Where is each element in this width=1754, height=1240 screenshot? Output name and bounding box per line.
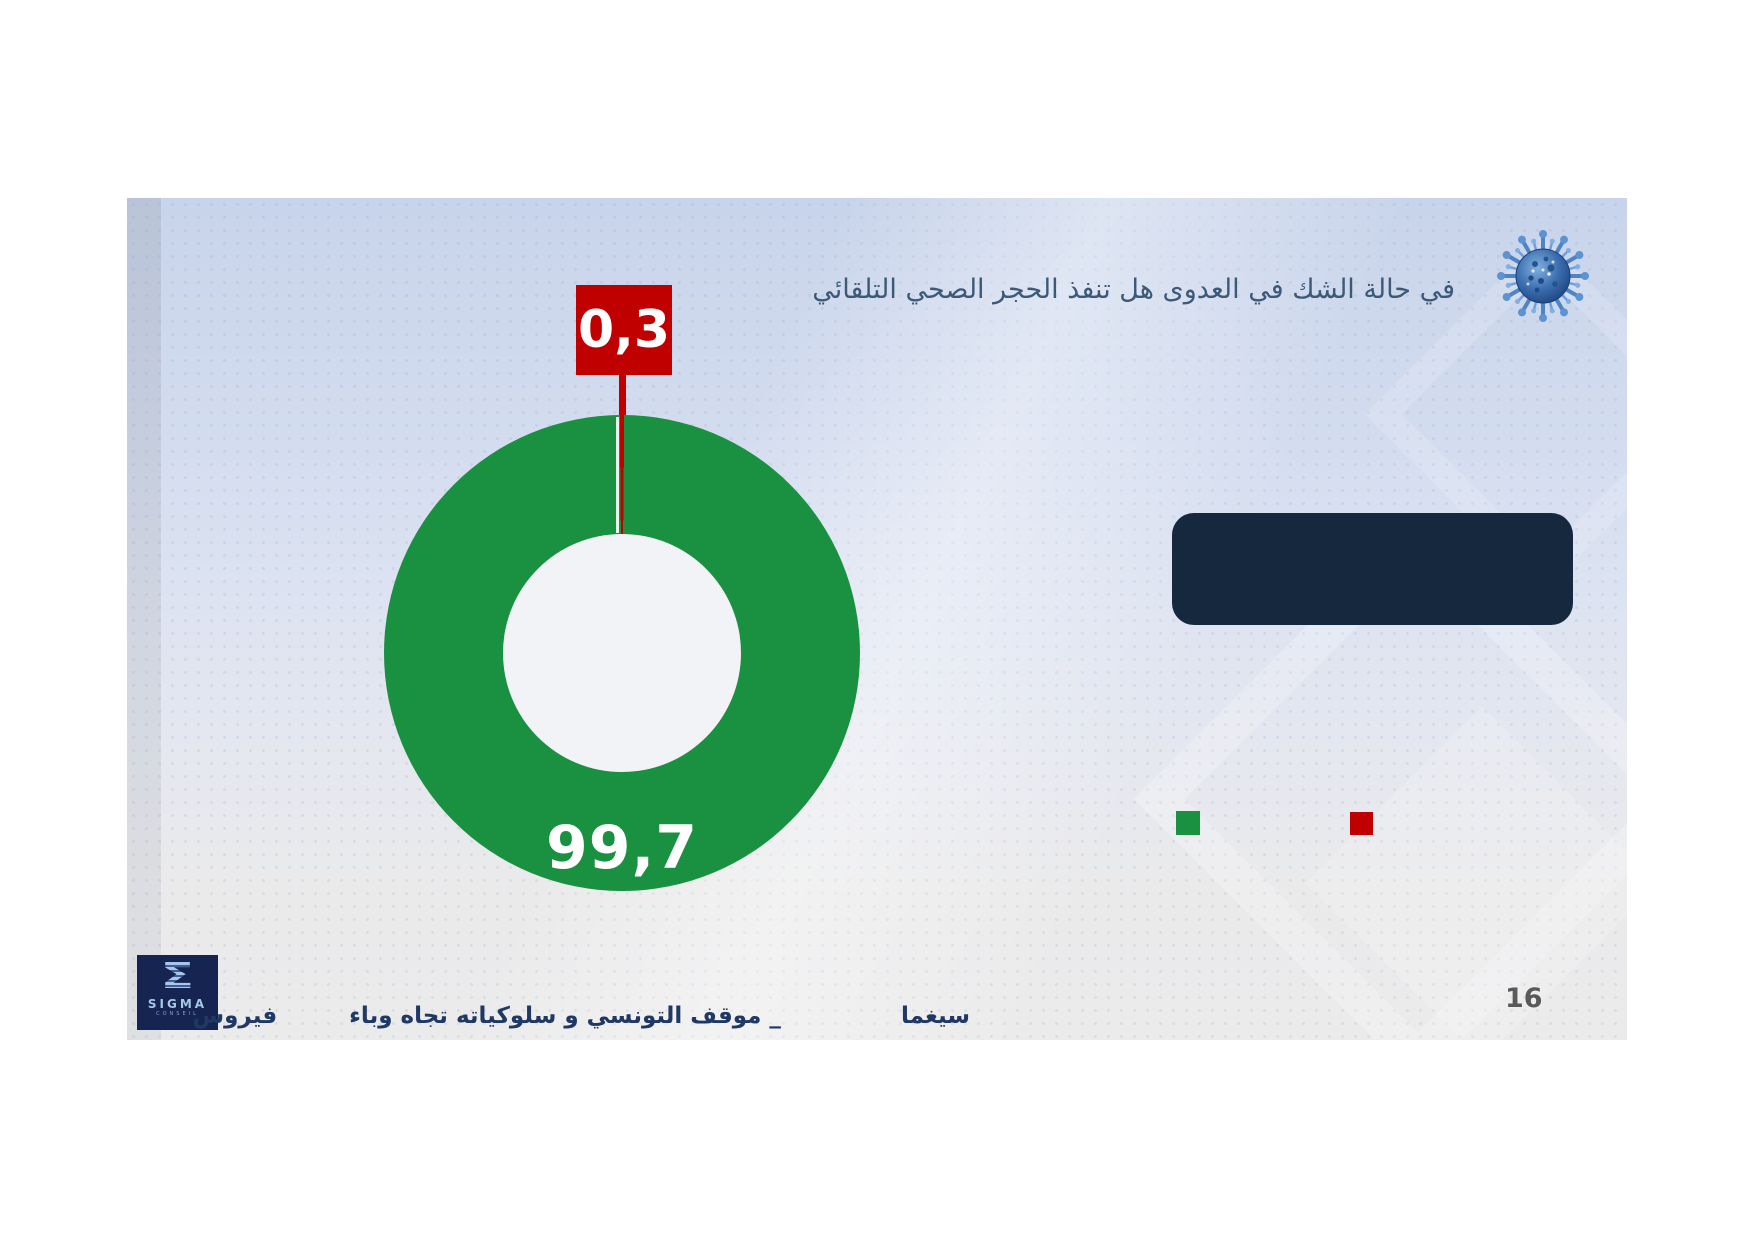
footer-sigma: سيغما [900,1003,970,1029]
footer-main-text: _ موقف التونسي و سلوكياته تجاه وباء [349,1003,781,1029]
coronavirus-icon [1497,230,1589,322]
sigma-logo: Σ SIGMA CONSEIL [137,955,218,1030]
sigma-logo-name: SIGMA [147,997,208,1011]
red-slice-callout-label: 0,3 [576,285,672,375]
legend-swatch-red [1350,812,1373,835]
diamond-filled-shape [1305,706,1627,1040]
left-edge-strip [127,198,161,1040]
slide-canvas: في حالة الشك في العدوى هل تنفذ الحجر الص… [127,198,1627,1040]
info-box [1172,513,1573,625]
slice-separator [616,417,619,533]
footer-caption: سيغما _ موقف التونسي و سلوكياته تجاه وبا… [192,1003,970,1029]
footer-virus-word: فيروس [192,1003,278,1029]
page-number: 16 [1505,983,1543,1014]
green-slice-label: 99,7 [545,813,699,883]
slide-title: في حالة الشك في العدوى هل تنفذ الحجر الص… [812,274,1455,305]
sigma-logo-subtitle: CONSEIL [156,1011,199,1017]
donut-hole [503,534,741,772]
sigma-symbol: Σ [160,956,195,997]
donut-chart: 99,7 [384,415,860,891]
legend-swatch-green [1176,811,1200,835]
